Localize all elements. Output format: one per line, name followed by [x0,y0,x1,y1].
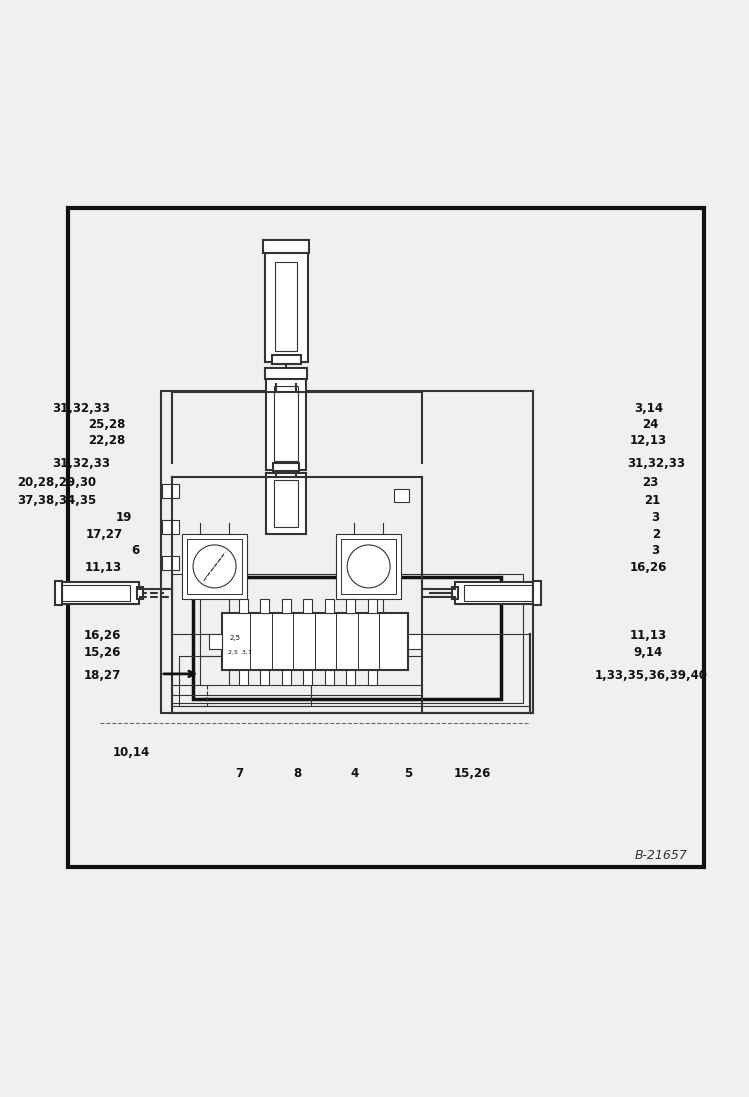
Text: 21: 21 [645,494,661,507]
Bar [266,376,306,470]
Text: 31,32,33: 31,32,33 [52,403,111,416]
Text: 7: 7 [236,767,243,780]
Text: 1,33,35,36,39,40: 1,33,35,36,39,40 [595,669,707,682]
Bar [182,534,247,599]
Text: 8: 8 [293,767,301,780]
Bar [325,599,333,613]
Text: 31,32,33: 31,32,33 [52,457,111,471]
Text: 6: 6 [131,544,139,557]
Bar [193,577,501,699]
Text: 16,26: 16,26 [630,562,667,575]
Bar [347,599,355,613]
Bar [137,587,143,599]
Text: 15,26: 15,26 [454,767,491,780]
Text: 3: 3 [652,544,660,557]
Bar [67,208,704,868]
Text: 20,28,29,30: 20,28,29,30 [17,476,97,489]
Bar [347,670,355,685]
Bar [452,587,458,599]
Text: 3,14: 3,14 [634,403,663,416]
Bar [394,489,410,502]
Bar [162,520,180,534]
Text: 37,38,34,35: 37,38,34,35 [17,494,97,507]
Text: 9,14: 9,14 [634,646,663,659]
Text: 17,27: 17,27 [85,528,123,541]
Bar [264,367,307,378]
Bar [455,583,537,603]
Text: 16,26: 16,26 [84,630,121,643]
Bar [264,251,308,362]
Bar [273,463,299,471]
Bar [272,355,300,363]
Text: 31,32,33: 31,32,33 [628,457,685,471]
Bar [179,656,312,706]
Text: 2: 2 [652,528,660,541]
Bar [209,634,222,648]
Text: 24: 24 [643,418,658,431]
Bar [274,386,297,461]
Bar [303,670,312,685]
Bar [239,670,247,685]
Bar [533,580,541,606]
Bar [62,585,130,601]
Bar [162,556,180,570]
Text: 22,28: 22,28 [88,433,125,446]
Bar [368,670,377,685]
Bar [274,480,297,527]
Bar [161,391,533,713]
Bar [162,484,180,498]
Text: 2,5  3,7: 2,5 3,7 [228,649,252,655]
Text: 2,5: 2,5 [229,635,240,641]
Bar [239,599,247,613]
Text: 10,14: 10,14 [113,746,150,759]
Text: 3: 3 [652,511,660,524]
Bar [276,262,297,351]
Bar [282,599,291,613]
Text: B-21657: B-21657 [634,849,688,861]
Bar [266,473,306,534]
Bar [55,580,62,606]
Text: 4: 4 [351,767,359,780]
Text: 19: 19 [116,511,132,524]
Bar [408,634,421,648]
Bar [368,599,377,613]
Bar [172,574,523,702]
Text: 23: 23 [643,476,658,489]
Bar [57,583,139,603]
Bar [464,585,532,601]
Text: 15,26: 15,26 [84,646,121,659]
Bar [187,540,242,593]
Text: 11,13: 11,13 [85,562,121,575]
Bar [261,670,269,685]
Bar [336,534,401,599]
Bar [325,670,333,685]
Text: 11,13: 11,13 [630,630,667,643]
Text: 25,28: 25,28 [88,418,125,431]
Bar [282,670,291,685]
Bar [261,599,269,613]
Text: 18,27: 18,27 [84,669,121,682]
Text: 5: 5 [404,767,412,780]
Bar [264,240,309,253]
Text: 12,13: 12,13 [630,433,667,446]
Bar [303,599,312,613]
Bar [342,540,396,593]
Bar [222,613,408,670]
